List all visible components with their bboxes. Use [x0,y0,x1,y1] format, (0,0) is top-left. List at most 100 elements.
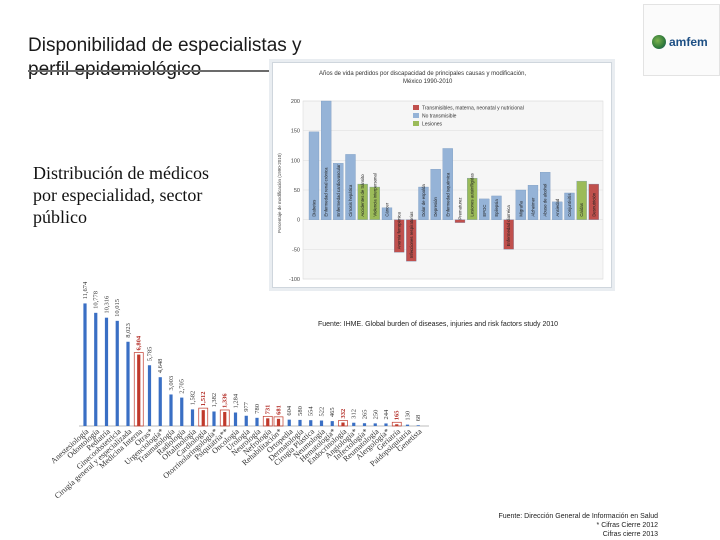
slide-title: Disponibilidad de especialistas y perfil… [28,35,302,80]
inset-bar [345,154,356,220]
y-tick: 100 [291,158,300,164]
bar [362,423,367,426]
inset-bar [357,183,368,220]
bar [266,418,270,426]
bar [223,411,227,426]
data-label: 4,648 [157,359,164,374]
data-label: 265 [362,409,369,419]
inset-bar [527,185,539,220]
y-tick: -50 [292,247,300,253]
bar [169,394,173,426]
legend-swatch [413,113,419,118]
data-label: 10,778 [93,291,100,309]
bar [276,418,281,426]
inset-bar [467,177,478,220]
legend-swatch [413,121,419,126]
y-tick: 0 [297,218,300,224]
bar [147,365,152,426]
inset-bar [442,148,453,220]
data-label: 1,512 [200,391,207,406]
bar-highlight-box [391,421,402,427]
bar [83,303,87,426]
inset-bar [418,186,429,220]
legend-label: No transmisible [422,114,457,120]
data-label: 6,804 [136,335,143,350]
inset-bar [394,219,405,253]
inset-bar [479,198,490,220]
data-label: 977 [243,401,250,412]
source-note-2: Cifras cierre 2013 [602,531,658,538]
bar [255,417,259,426]
data-label: 10,015 [114,299,121,317]
inset-bar [576,180,587,220]
inset-bar-label: Enfermedad diarreica [506,205,511,247]
bar [201,410,205,426]
slide-subtitle: Distribución de médicos por especialidad… [33,163,209,227]
inset-bar-label: Infecciones respiratorias [409,212,414,259]
data-label: 1,382 [211,393,218,408]
inset-bar-label: Migraña [518,201,523,217]
data-label: 554 [308,406,315,417]
bar [104,317,109,426]
inset-bar [454,219,466,223]
y-tick: 200 [291,99,300,105]
inset-bar-label: Diabetes [311,200,316,217]
data-label: 3,003 [168,376,175,391]
bar-highlight-box [133,352,144,427]
bar [287,419,291,426]
data-label: 332 [340,409,347,419]
data-label: 580 [297,406,304,416]
inset-source: Fuente: IHME. Global burden of diseases,… [318,321,559,328]
inset-bar-label: EPOC [482,204,487,216]
data-label: 465 [329,407,336,417]
inset-bar-label: Desnutrición [591,192,596,216]
data-label: 1,336 [222,393,229,408]
bar [212,411,216,426]
data-label: 165 [394,410,401,421]
inset-bar-label: Lesiones autoinfligidas [470,173,475,216]
inset-bar-label: Abuso de alcohol [543,184,548,217]
data-label: 11,674 [82,281,89,299]
bar [395,424,399,426]
bar-highlight-box [219,409,230,427]
inset-title: Años de vida perdidos por discapacidad d… [319,71,526,77]
inset-ylabel: Porcentaje de modificación (1990-2010) [277,153,282,233]
data-label: 312 [351,409,358,419]
bar [180,397,184,426]
data-label: 68 [415,415,422,422]
legend-label: Transmisibles, materna, neonatal y nutri… [422,106,524,112]
bar [341,422,345,426]
inset-bar [515,189,526,220]
source-text: Fuente: Dirección General de Información… [498,513,658,520]
data-label: 604 [286,405,293,416]
bar-highlight-box [273,416,284,427]
y-tick: -100 [289,277,300,283]
bar [309,420,313,426]
inset-bar [588,183,599,220]
bar [298,419,302,426]
bar [330,421,334,426]
inset-chart: Años de vida perdidos por discapacidad d… [277,71,604,283]
bar [352,422,356,426]
inset-bar-label: Enfermedad cardiovascular [336,164,341,217]
logo-globe-icon [652,35,666,49]
bar [115,320,119,426]
bar [373,423,377,426]
inset-bar-label: Caídas [579,203,584,217]
inset-bar [381,207,393,220]
inset-bar-label: Enfermedad renal crónica [324,167,329,217]
bar [233,412,238,426]
inset-bar-label: Ansiedad [555,198,560,217]
inset-bar [406,219,417,262]
bar [190,409,195,426]
data-label: 522 [319,407,326,417]
inset-bar-label: Depresión [433,196,438,216]
y-tick: 50 [294,188,300,194]
amfem-logo: amfem [643,4,720,76]
data-label: 130 [405,411,412,421]
title-underline [28,70,273,72]
inset-bar [321,100,332,220]
bar [126,341,130,426]
data-label: 244 [383,409,390,420]
inset-bar-label: Cirrosis hepática [348,184,353,217]
